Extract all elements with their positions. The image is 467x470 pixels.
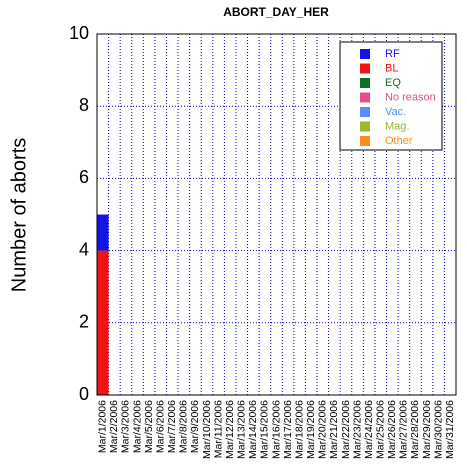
x-tick-label: Mar/25/2006 xyxy=(375,400,387,459)
x-tick-label: Mar/3/2006 xyxy=(120,400,132,453)
x-tick-label: Mar/22/2006 xyxy=(340,400,352,459)
x-tick-label: Mar/17/2006 xyxy=(282,400,294,459)
x-tick-label: Mar/12/2006 xyxy=(224,400,236,459)
x-tick-label: Mar/30/2006 xyxy=(432,400,444,459)
bar-segment xyxy=(97,214,109,251)
x-tick-label: Mar/31/2006 xyxy=(444,400,456,459)
y-tick-label: 10 xyxy=(69,23,89,43)
legend-swatch xyxy=(360,136,370,146)
x-tick-label: Mar/13/2006 xyxy=(236,400,248,459)
x-tick-label: Mar/24/2006 xyxy=(363,400,375,459)
legend-label: EQ xyxy=(385,77,401,89)
x-tick-label: Mar/2/2006 xyxy=(108,400,120,453)
x-tick-label: Mar/29/2006 xyxy=(421,400,433,459)
chart-title: ABORT_DAY_HER xyxy=(223,5,329,19)
legend-swatch xyxy=(360,78,370,88)
x-tick-label: Mar/27/2006 xyxy=(398,400,410,459)
y-tick-label: 2 xyxy=(79,312,89,332)
x-tick-label: Mar/19/2006 xyxy=(305,400,317,459)
plot-frame xyxy=(96,33,457,396)
legend-swatch xyxy=(360,63,370,74)
y-tick-label: 0 xyxy=(79,384,89,404)
x-tick-label: Mar/4/2006 xyxy=(131,400,143,453)
legend-swatch xyxy=(360,49,370,59)
legend-box xyxy=(339,41,443,151)
legend-label: Other xyxy=(385,135,413,147)
legend-label: Vac. xyxy=(385,106,406,118)
x-tick-label: Mar/1/2006 xyxy=(97,400,109,453)
legend-swatch xyxy=(360,107,370,117)
legend-label: RF xyxy=(385,48,400,60)
y-axis-label: Number of aborts xyxy=(8,138,30,293)
legend-label: No reason xyxy=(385,91,436,103)
bar-segment xyxy=(97,250,109,395)
x-tick-label: Mar/26/2006 xyxy=(386,400,398,459)
x-tick-label: Mar/14/2006 xyxy=(247,400,259,459)
legend-swatch xyxy=(360,121,370,132)
x-tick-label: Mar/8/2006 xyxy=(178,400,190,453)
x-tick-label: Mar/20/2006 xyxy=(317,400,329,459)
x-tick-label: Mar/5/2006 xyxy=(143,400,155,453)
legend-swatch xyxy=(360,92,370,103)
x-tick-label: Mar/7/2006 xyxy=(166,400,178,453)
x-tick-label: Mar/23/2006 xyxy=(351,400,363,459)
y-tick-label: 8 xyxy=(79,95,89,115)
x-tick-label: Mar/9/2006 xyxy=(189,400,201,453)
y-tick-label: 4 xyxy=(79,239,89,259)
x-tick-label: Mar/10/2006 xyxy=(201,400,213,459)
x-tick-label: Mar/15/2006 xyxy=(259,400,271,459)
x-tick-label: Mar/21/2006 xyxy=(328,400,340,459)
legend-label: BL xyxy=(385,62,398,74)
x-tick-label: Mar/18/2006 xyxy=(293,400,305,459)
legend-label: Mag. xyxy=(385,120,409,132)
x-tick-label: Mar/28/2006 xyxy=(409,400,421,459)
x-tick-label: Mar/16/2006 xyxy=(270,400,282,459)
x-tick-label: Mar/6/2006 xyxy=(154,400,166,453)
y-tick-label: 6 xyxy=(79,167,89,187)
x-tick-label: Mar/11/2006 xyxy=(212,400,224,458)
